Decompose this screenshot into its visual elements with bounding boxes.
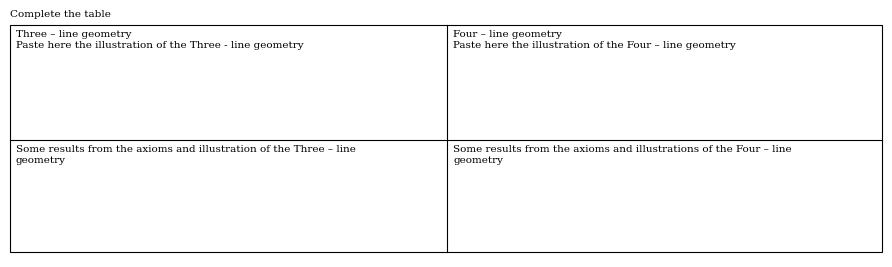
Text: Four – line geometry
Paste here the illustration of the Four – line geometry: Four – line geometry Paste here the illu… [453,30,736,50]
Bar [10,25,882,252]
Text: Some results from the axioms and illustrations of the Four – line
geometry: Some results from the axioms and illustr… [453,145,791,166]
Text: Some results from the axioms and illustration of the Three – line
geometry: Some results from the axioms and illustr… [16,145,356,166]
Text: Complete the table: Complete the table [10,10,111,19]
Text: Three – line geometry
Paste here the illustration of the Three - line geometry: Three – line geometry Paste here the ill… [16,30,303,50]
